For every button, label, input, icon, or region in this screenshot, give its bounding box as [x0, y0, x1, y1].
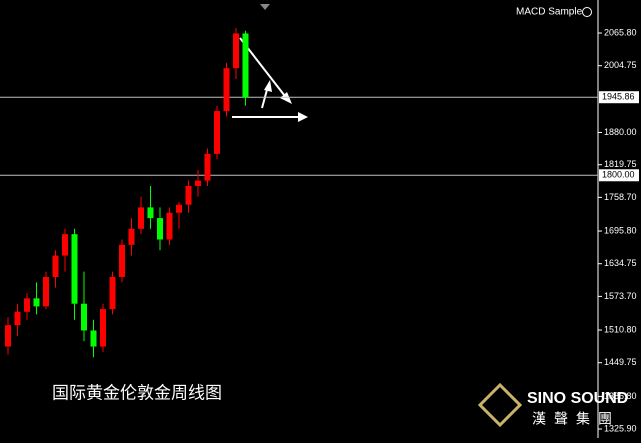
level-box [599, 169, 639, 182]
arrow-head [264, 80, 272, 92]
candle-body [14, 311, 21, 326]
indicator-title: MACD Sample [516, 7, 583, 18]
y-tick-label: 1634.75 [604, 258, 637, 268]
y-tick-label: 1449.75 [604, 357, 637, 367]
y-tick-label: 1386.80 [604, 391, 637, 401]
level-label: 1945.86 [602, 92, 635, 102]
candle-body [233, 33, 239, 69]
candle-body [214, 111, 220, 154]
candle-body [223, 68, 230, 112]
candle-body [147, 207, 154, 219]
y-tick-label: 1880.00 [604, 127, 637, 137]
candle-body [5, 325, 11, 347]
candle-body [157, 218, 163, 240]
caption: 国际黄金伦敦金周线图 [52, 383, 222, 402]
y-tick-label: 2065.80 [604, 27, 637, 37]
level-label: 1800.00 [602, 170, 635, 180]
candle-body [43, 276, 49, 307]
candle-body [24, 298, 30, 312]
y-tick-label: 1758.70 [604, 192, 637, 202]
logo [477, 382, 523, 428]
arrow-head [298, 112, 308, 122]
y-tick-label: 1819.75 [604, 159, 637, 169]
candle-body [33, 298, 40, 307]
candle-body [119, 244, 125, 277]
candle-body [128, 228, 135, 245]
shift-marker [260, 4, 270, 10]
candle-body [62, 234, 68, 256]
candle-body [176, 204, 182, 213]
candle-body [81, 303, 87, 331]
candle-body [71, 234, 78, 304]
candle-body [204, 153, 211, 181]
level-box [599, 91, 639, 104]
candle-body [138, 207, 144, 229]
candle-body [52, 255, 59, 277]
brand-name: SINO SOUND [527, 390, 628, 407]
candle-body [242, 33, 249, 98]
expert-icon [582, 7, 592, 17]
candle-body [166, 212, 173, 240]
y-tick-label: 1510.80 [604, 324, 637, 334]
candle-body [185, 185, 192, 205]
y-tick-label: 2004.75 [604, 60, 637, 70]
candle-body [195, 180, 201, 186]
candle-body [90, 330, 97, 347]
candle-body [100, 309, 106, 347]
y-tick-label: 1573.70 [604, 291, 637, 301]
candle-body [109, 276, 116, 310]
arrow-head [280, 92, 292, 104]
brand-subtitle: 漢聲集團 [532, 411, 620, 427]
y-tick-label: 1325.90 [604, 423, 637, 433]
y-tick-label: 1695.80 [604, 225, 637, 235]
